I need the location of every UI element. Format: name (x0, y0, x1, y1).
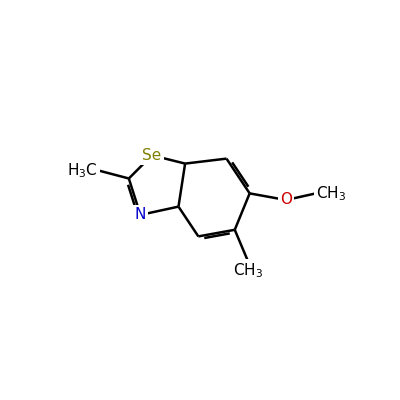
Text: CH$_3$: CH$_3$ (233, 261, 263, 280)
Text: N: N (135, 207, 146, 222)
Text: Se: Se (142, 148, 162, 163)
Text: O: O (280, 192, 292, 208)
Text: CH$_3$: CH$_3$ (316, 184, 346, 203)
Text: H$_3$C: H$_3$C (67, 161, 97, 180)
